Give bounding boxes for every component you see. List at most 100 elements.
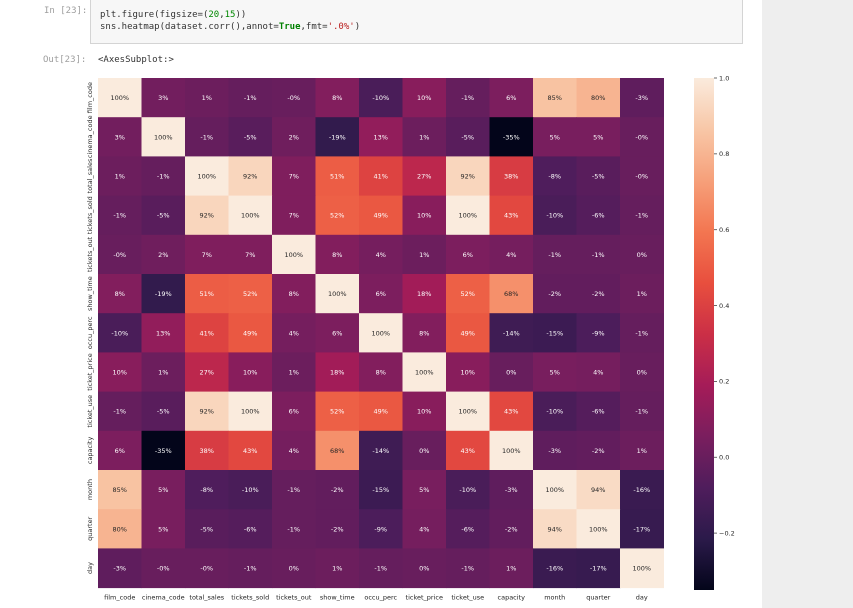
colorbar-tick-label: 0.0	[719, 454, 729, 462]
cell-annotation: 38%	[504, 173, 518, 181]
heatmap-cell	[141, 117, 186, 157]
cell-annotation: 51%	[200, 290, 214, 298]
cell-annotation: 1%	[419, 133, 429, 141]
heatmap-cell	[185, 274, 229, 314]
heatmap-cell	[141, 156, 186, 197]
cell-annotation: 92%	[200, 212, 214, 220]
heatmap-cell	[98, 352, 142, 393]
cell-annotation: 8%	[289, 290, 299, 298]
cell-annotation: 5%	[593, 133, 603, 141]
heatmap-cell	[228, 391, 273, 432]
heatmap-cell	[141, 391, 186, 432]
cell-annotation: 100%	[415, 369, 434, 377]
cell-annotation: 27%	[417, 173, 431, 181]
heatmap-cell	[489, 430, 534, 471]
heatmap-cell	[272, 391, 316, 432]
cell-annotation: -6%	[461, 525, 474, 533]
cell-annotation: -5%	[461, 133, 474, 141]
heatmap-cell	[228, 195, 273, 236]
cell-annotation: 6%	[332, 329, 342, 337]
heatmap-cell	[620, 509, 664, 549]
heatmap-cell	[576, 234, 621, 275]
cell-annotation: 3%	[115, 133, 125, 141]
x-tick-label: occu_perc	[364, 594, 397, 602]
cell-annotation: -6%	[592, 212, 605, 220]
cell-annotation: -10%	[242, 486, 259, 494]
x-tick-label: show_time	[320, 594, 355, 602]
heatmap-cell	[402, 117, 447, 157]
x-tick-label: month	[544, 594, 565, 602]
scrollbar-gutter[interactable]	[762, 0, 853, 608]
heatmap-cell	[620, 274, 664, 314]
heatmap-cell	[272, 117, 316, 157]
cell-annotation: -10%	[111, 329, 128, 337]
cell-annotation: 85%	[548, 94, 562, 102]
x-tick-label: ticket_use	[451, 594, 484, 602]
cell-annotation: -0%	[200, 565, 213, 573]
cell-annotation: 8%	[115, 290, 125, 298]
cell-annotation: -1%	[113, 408, 126, 416]
heatmap-cell	[489, 117, 534, 157]
y-tick-label: quarter	[86, 516, 94, 540]
code-token: )	[354, 22, 361, 32]
heatmap-cell	[315, 352, 360, 393]
cell-annotation: 51%	[330, 173, 344, 181]
heatmap-cell	[272, 195, 316, 236]
cell-annotation: 8%	[376, 369, 386, 377]
heatmap-cell	[185, 78, 229, 118]
heatmap-cell	[185, 117, 229, 157]
cell-annotation: 43%	[243, 447, 257, 455]
cell-annotation: -0%	[157, 565, 170, 573]
cell-annotation: -1%	[461, 94, 474, 102]
code-cell[interactable]: plt.figure(figsize=(20,15)) sns.heatmap(…	[90, 0, 743, 44]
heatmap-cell	[141, 352, 186, 393]
cell-annotation: -1%	[635, 212, 648, 220]
heatmap-cell	[98, 156, 142, 197]
cell-annotation: 3%	[158, 94, 168, 102]
heatmap-cell	[576, 352, 621, 393]
y-tick-label: ticket_price	[86, 353, 94, 390]
heatmap-cell	[185, 156, 229, 197]
y-tick-label: occu_perc	[86, 316, 94, 349]
heatmap-cell	[533, 391, 577, 432]
heatmap-cell	[446, 234, 490, 275]
heatmap-cell	[141, 313, 186, 353]
x-tick-label: ticket_price	[406, 594, 443, 602]
heatmap-cell	[620, 430, 664, 471]
heatmap-cell	[359, 470, 403, 510]
cell-annotation: -3%	[113, 565, 126, 573]
cell-annotation: 100%	[241, 408, 260, 416]
code-token: ,	[219, 10, 225, 20]
heatmap-cell	[576, 548, 621, 589]
heatmap-cell	[359, 313, 403, 353]
colorbar-tick-label: 0.6	[719, 226, 729, 234]
cell-annotation: -3%	[635, 94, 648, 102]
heatmap-cell	[315, 78, 360, 118]
heatmap-cell	[576, 509, 621, 549]
heatmap-cell	[402, 274, 447, 314]
heatmap-cell	[489, 548, 534, 589]
cell-annotation: -1%	[592, 251, 605, 259]
cell-annotation: 5%	[419, 486, 429, 494]
cell-annotation: 100%	[197, 173, 216, 181]
cell-annotation: 7%	[202, 251, 212, 259]
cell-annotation: 0%	[506, 369, 516, 377]
heatmap-cell	[315, 509, 360, 549]
heatmap-cell	[185, 470, 229, 510]
cell-annotation: 7%	[245, 251, 255, 259]
heatmap-cell	[576, 391, 621, 432]
heatmap-cell	[446, 352, 490, 393]
cell-annotation: -17%	[633, 525, 650, 533]
cell-annotation: 6%	[463, 251, 473, 259]
heatmap-cell	[402, 195, 447, 236]
heatmap-cell	[272, 548, 316, 589]
cell-annotation: -1%	[287, 486, 300, 494]
x-tick-label: cinema_code	[142, 594, 185, 602]
heatmap-cell	[402, 391, 447, 432]
heatmap-cell	[315, 313, 360, 353]
heatmap-cell	[228, 430, 273, 471]
cell-annotation: 10%	[417, 408, 431, 416]
cell-annotation: 8%	[332, 251, 342, 259]
heatmap-cell	[620, 156, 664, 197]
code-token: plt.figure(figsize=(	[100, 10, 209, 20]
